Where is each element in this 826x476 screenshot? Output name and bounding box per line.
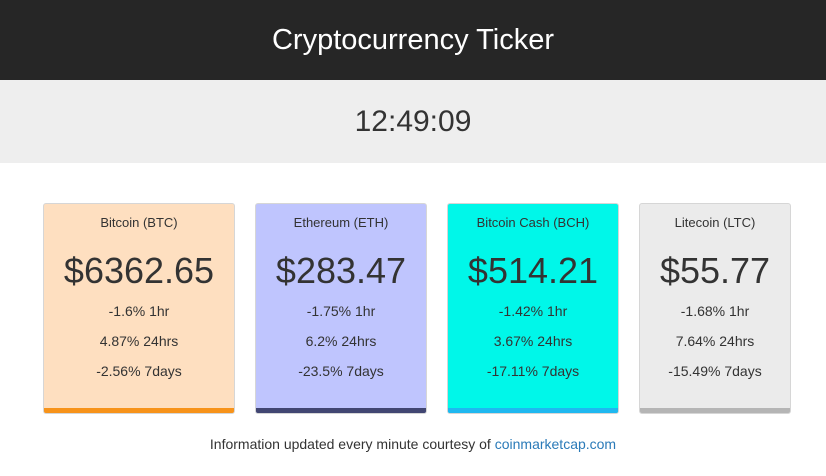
- change-7d: -17.11% 7days: [486, 363, 580, 379]
- change-24h: 7.64% 24hrs: [675, 333, 755, 349]
- coin-name: Bitcoin (BTC): [100, 215, 178, 230]
- change-7d: -15.49% 7days: [668, 363, 762, 379]
- coin-price: $514.21: [467, 250, 599, 291]
- change-7d: -2.56% 7days: [96, 363, 182, 379]
- change-1h: -1.68% 1hr: [680, 303, 750, 319]
- coinmarketcap-link[interactable]: coinmarketcap.com: [494, 436, 617, 452]
- footer: Information updated every minute courtes…: [0, 436, 826, 452]
- coin-name: Ethereum (ETH): [293, 215, 389, 230]
- coin-name: Bitcoin Cash (BCH): [476, 215, 590, 230]
- ticker-card-ltc: Litecoin (LTC) $55.77 -1.68% 1hr 7.64% 2…: [639, 203, 791, 414]
- change-24h: 6.2% 24hrs: [305, 333, 377, 349]
- change-1h: -1.6% 1hr: [108, 303, 170, 319]
- ticker-card-eth: Ethereum (ETH) $283.47 -1.75% 1hr 6.2% 2…: [255, 203, 427, 414]
- accent-bar: [448, 408, 618, 413]
- clock-time: 12:49:09: [354, 104, 472, 138]
- ticker-card-btc: Bitcoin (BTC) $6362.65 -1.6% 1hr 4.87% 2…: [43, 203, 235, 414]
- coin-price: $55.77: [659, 250, 771, 291]
- change-1h: -1.42% 1hr: [498, 303, 568, 319]
- footer-text: Information updated every minute courtes…: [209, 436, 495, 452]
- app-header: Cryptocurrency Ticker: [0, 0, 826, 80]
- accent-bar: [256, 408, 426, 413]
- change-7d: -23.5% 7days: [298, 363, 384, 379]
- coin-price: $6362.65: [63, 250, 215, 291]
- accent-bar: [640, 408, 790, 413]
- change-24h: 3.67% 24hrs: [493, 333, 573, 349]
- clock-bar: 12:49:09: [0, 80, 826, 163]
- page-title: Cryptocurrency Ticker: [271, 23, 554, 56]
- ticker-card-bch: Bitcoin Cash (BCH) $514.21 -1.42% 1hr 3.…: [447, 203, 619, 414]
- change-24h: 4.87% 24hrs: [99, 333, 179, 349]
- ticker-cards: Bitcoin (BTC) $6362.65 -1.6% 1hr 4.87% 2…: [0, 203, 826, 414]
- coin-name: Litecoin (LTC): [674, 215, 756, 230]
- accent-bar: [44, 408, 234, 413]
- change-1h: -1.75% 1hr: [306, 303, 376, 319]
- coin-price: $283.47: [275, 250, 407, 291]
